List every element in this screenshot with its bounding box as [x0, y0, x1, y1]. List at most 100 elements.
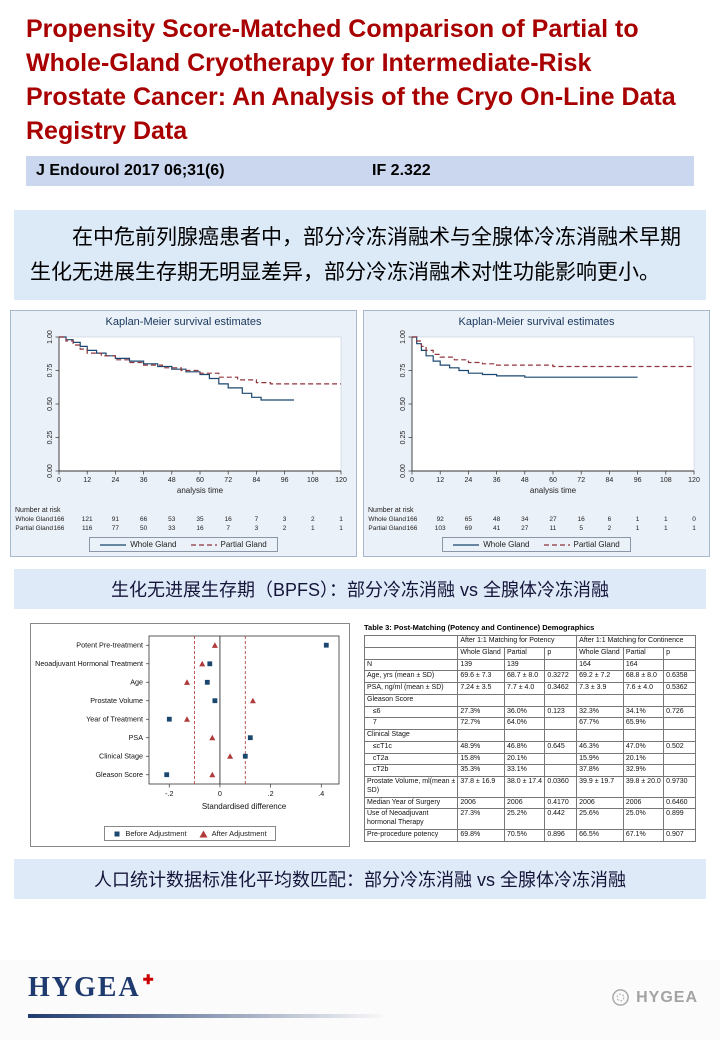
risk-count: 34 — [521, 516, 529, 523]
svg-text:Clinical Stage: Clinical Stage — [99, 751, 143, 760]
watermark: HYGEA — [611, 988, 698, 1007]
caption-bpfs-text: 生化无进展生存期（BPFS）：部分冷冻消融 vs 全腺体冷冻消融 — [110, 580, 609, 600]
svg-text:Year of Treatment: Year of Treatment — [86, 714, 143, 723]
demographics-table-grid: After 1:1 Matching for Potency After 1:1 … — [363, 635, 696, 842]
summary-block: 在中危前列腺癌患者中，部分冷冻消融术与全腺体冷冻消融术早期生化无进展生存期无明显… — [14, 210, 706, 300]
svg-text:72: 72 — [224, 477, 232, 484]
svg-text:96: 96 — [634, 477, 642, 484]
svg-text:Neoadjuvant Hormonal Treatment: Neoadjuvant Hormonal Treatment — [35, 659, 143, 668]
table-row: Use of Neoadjuvant hormonal Therapy 27.3%… — [363, 808, 696, 830]
table-row: ≤6 27.3% 36.0% 0.123 32.3% 34.1% 0.726 — [363, 705, 696, 719]
km-legend: Whole Gland Partial Gland — [13, 537, 354, 552]
table-row: Median Year of Surgery 2006 2006 0.4170 2006… — [363, 796, 696, 810]
svg-text:0.75: 0.75 — [400, 364, 407, 378]
risk-count: 50 — [139, 525, 148, 532]
km-legend: Whole Gland Partial Gland — [366, 537, 707, 552]
legend-item: Whole Gland — [100, 540, 177, 549]
risk-count: 116 — [82, 525, 93, 532]
table-row: cT2a 15.8% 20.1% 15.9% 20.1% — [363, 752, 696, 766]
risk-count: 16 — [577, 516, 585, 523]
risk-count: 2 — [310, 516, 315, 523]
legend-line-icon — [100, 543, 127, 546]
risk-row: Whole Gland 166 121 91 66 53 35 16 7 3 2 1 — [13, 515, 353, 524]
svg-text:.4: .4 — [318, 789, 324, 798]
number-at-risk: Number at risk Whole Gland 166 121 91 66 53 35 1… — [13, 506, 353, 533]
risk-count: 121 — [81, 516, 93, 523]
legend-square-icon — [114, 831, 120, 836]
table-row: PSA, ng/ml (mean ± SD) 7.24 ± 3.5 7.7 ± 4.… — [363, 682, 696, 695]
risk-count: 1 — [339, 516, 343, 523]
svg-text:-.2: -.2 — [165, 789, 173, 798]
svg-text:24: 24 — [112, 477, 120, 484]
hygea-logo: HYGEA ✚ — [28, 972, 154, 1004]
svg-text:96: 96 — [281, 477, 289, 484]
km-charts-row: Kaplan-Meier survival estimates 0.00 0.25 0… — [10, 310, 710, 557]
logo-gradient-bar — [28, 1014, 388, 1018]
table-row: ≤cT1c 48.9% 46.8% 0.645 46.3% 47.0% 0.502 — [363, 740, 696, 754]
svg-text:84: 84 — [606, 477, 614, 484]
risk-count: 1 — [339, 525, 343, 532]
caption-matching: 人口统计数据标准化平均数匹配：部分冷冻消融 vs 全腺体冷冻消融 — [14, 859, 706, 899]
forest-legend: Before Adjustment After Adjustment — [31, 826, 349, 841]
caption-matching-text: 人口统计数据标准化平均数匹配：部分冷冻消融 vs 全腺体冷冻消融 — [94, 870, 626, 890]
svg-text:0.00: 0.00 — [47, 464, 54, 478]
risk-count: 166 — [406, 525, 418, 532]
svg-text:Potent Pre-treatment: Potent Pre-treatment — [76, 640, 143, 649]
svg-text:analysis time: analysis time — [530, 486, 577, 495]
risk-count: 92 — [436, 516, 444, 523]
number-at-risk: Number at risk Whole Gland 166 92 65 48 34 27 16… — [366, 506, 706, 533]
risk-count: 16 — [224, 516, 232, 523]
risk-count: 48 — [492, 516, 501, 523]
km-svg: 0.00 0.25 0.50 0.75 1.00 0 12 24 36 48 60 72 84 96 108… — [400, 330, 700, 495]
svg-text:24: 24 — [465, 477, 473, 484]
risk-count: 6 — [607, 516, 612, 523]
svg-text:108: 108 — [660, 477, 672, 484]
table-row: Clinical Stage — [363, 729, 696, 742]
watermark-text: HYGEA — [636, 988, 698, 1006]
risk-row: Partial Gland 166 116 77 50 33 16 7 3 2 1 1 — [13, 524, 353, 533]
table-row: Gleason Score — [363, 693, 696, 707]
table-row: cT2b 35.3% 33.1% 37.8% 32.9% — [363, 764, 696, 777]
risk-row-name: Partial Gland — [15, 525, 53, 532]
svg-text:36: 36 — [493, 477, 501, 484]
table-title: Table 3: Post-Matching (Potency and Cont… — [364, 623, 595, 632]
risk-count: 66 — [139, 516, 148, 523]
km-title: Kaplan-Meier survival estimates — [458, 316, 615, 328]
risk-count: 41 — [492, 525, 501, 532]
risk-row: Whole Gland 166 92 65 48 34 27 16 6 1 1 0 — [366, 515, 706, 524]
table-row: N 139 139 164 164 — [363, 658, 696, 672]
svg-text:0.75: 0.75 — [47, 364, 54, 378]
risk-count: 16 — [196, 525, 204, 532]
km-title: Kaplan-Meier survival estimates — [105, 316, 262, 328]
svg-text:1.00: 1.00 — [47, 330, 54, 344]
demographics-table: Table 3: Post-Matching (Potency and Cont… — [363, 623, 696, 842]
svg-text:0.00: 0.00 — [400, 464, 407, 478]
logo-cross-icon: ✚ — [142, 972, 154, 987]
risk-count: 27 — [549, 516, 557, 523]
risk-count: 1 — [663, 525, 668, 532]
caption-bpfs: 生化无进展生存期（BPFS）：部分冷冻消融 vs 全腺体冷冻消融 — [14, 569, 706, 609]
svg-text:0.50: 0.50 — [47, 397, 54, 411]
table-header-row: Whole Gland Partial p Whole Gland Partial p — [363, 646, 696, 660]
risk-count: 7 — [254, 516, 259, 523]
legend-line-icon — [453, 543, 480, 546]
risk-count: 166 — [406, 516, 418, 523]
svg-text:0.50: 0.50 — [400, 397, 407, 411]
svg-text:48: 48 — [168, 477, 176, 484]
legend-item: Partial Gland — [190, 540, 267, 549]
svg-text:120: 120 — [335, 477, 347, 484]
paper-title: Propensity Score-Matched Comparison of P… — [26, 15, 676, 145]
risk-count: 166 — [53, 516, 65, 523]
svg-text:108: 108 — [307, 477, 319, 484]
table-row: Prostate Volume, ml(mean ± SD) 37.8 ± 16.… — [363, 776, 696, 798]
journal-citation: J Endourol 2017 06;31(6) — [36, 162, 225, 179]
legend-item: Partial Gland — [543, 540, 620, 549]
hygea-emblem-icon — [612, 989, 629, 1006]
risk-row-name: Whole Gland — [15, 516, 53, 523]
risk-row-name: Whole Gland — [368, 516, 406, 523]
km-svg: 0.00 0.25 0.50 0.75 1.00 0 12 24 36 48 60 72 84 96 108… — [47, 330, 347, 495]
risk-count: 1 — [692, 525, 696, 532]
svg-text:36: 36 — [140, 477, 148, 484]
risk-count: 33 — [168, 525, 176, 532]
